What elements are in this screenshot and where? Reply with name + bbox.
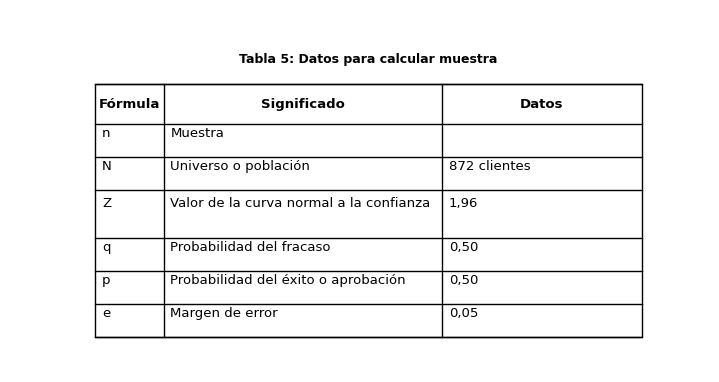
Text: 1,96: 1,96 — [449, 197, 478, 210]
Text: 0,05: 0,05 — [449, 307, 478, 320]
Text: 0,50: 0,50 — [449, 274, 478, 287]
Text: Fórmula: Fórmula — [99, 97, 160, 110]
Text: Margen de error: Margen de error — [170, 307, 278, 320]
Text: Probabilidad del éxito o aprobación: Probabilidad del éxito o aprobación — [170, 274, 406, 287]
Text: Tabla 5: Datos para calcular muestra: Tabla 5: Datos para calcular muestra — [239, 53, 498, 66]
Text: Universo o población: Universo o población — [170, 160, 311, 173]
Text: e: e — [102, 307, 111, 320]
Bar — [96, 84, 641, 337]
Text: Datos: Datos — [520, 97, 564, 110]
Text: Probabilidad del fracaso: Probabilidad del fracaso — [170, 241, 331, 254]
Text: N: N — [102, 160, 112, 173]
Text: 872 clientes: 872 clientes — [449, 160, 531, 173]
Text: q: q — [102, 241, 111, 254]
Text: p: p — [102, 274, 111, 287]
Text: Muestra: Muestra — [170, 127, 224, 140]
Text: Significado: Significado — [261, 97, 345, 110]
Text: 0,50: 0,50 — [449, 241, 478, 254]
Text: n: n — [102, 127, 111, 140]
Text: Valor de la curva normal a la confianza: Valor de la curva normal a la confianza — [170, 197, 431, 210]
Text: Z: Z — [102, 197, 111, 210]
